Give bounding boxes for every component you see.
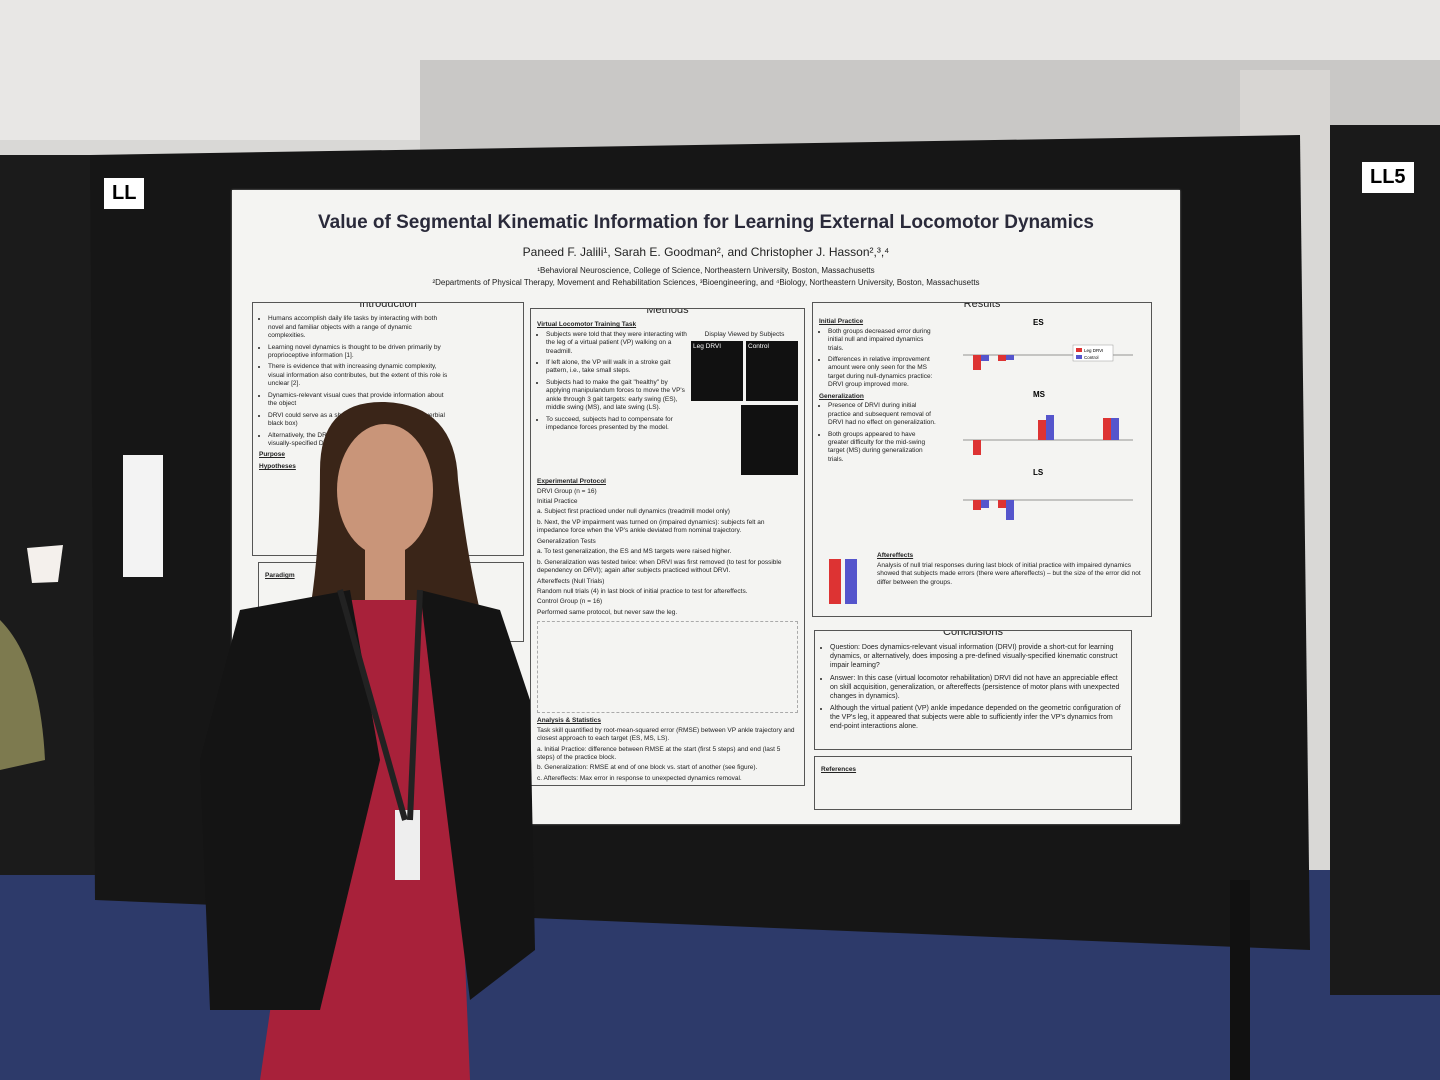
bar bbox=[981, 500, 989, 509]
jacket-right bbox=[420, 590, 535, 1000]
subheading: Purpose bbox=[259, 451, 286, 459]
chart-title: ES bbox=[1033, 318, 1044, 327]
paper-note bbox=[123, 455, 163, 577]
target-panels bbox=[741, 405, 798, 476]
text-line: Aftereffects (Null Trials) bbox=[537, 577, 605, 585]
subheading: References bbox=[821, 766, 857, 773]
text-line: a. Initial Practice: difference between … bbox=[537, 745, 781, 762]
jacket-left bbox=[200, 590, 380, 1010]
bystander bbox=[0, 620, 45, 770]
bar bbox=[1103, 418, 1111, 441]
text-line: Generalization Tests bbox=[537, 537, 596, 545]
chart-title: MS bbox=[1033, 390, 1046, 399]
bullet: Dynamics-relevant visual cues that provi… bbox=[268, 392, 448, 409]
affiliation: ²Departments of Physical Therapy, Moveme… bbox=[432, 278, 980, 287]
section-heading: Conclusions bbox=[939, 631, 1007, 640]
bullet: To succeed, subjects had to compensate f… bbox=[546, 416, 687, 433]
text-line: b. Generalization: RMSE at end of one bl… bbox=[537, 764, 758, 772]
results: Results Initial Practice Both groups dec… bbox=[812, 302, 1152, 617]
bullet: Both groups decreased error during initi… bbox=[828, 328, 937, 353]
legend-label: Leg DRVI bbox=[1084, 348, 1103, 353]
paragraph: Analysis of null trial responses during … bbox=[877, 561, 1141, 586]
text-line: c. Aftereffects: Max error in response t… bbox=[537, 774, 742, 782]
chart-title: LS bbox=[1033, 468, 1044, 477]
right-board bbox=[1330, 125, 1440, 995]
board-leg bbox=[1230, 880, 1250, 1080]
bullet: If left alone, the VP will walk in a str… bbox=[546, 359, 687, 376]
bar bbox=[1006, 500, 1014, 521]
bar bbox=[1006, 355, 1014, 361]
section-heading: Introduction bbox=[355, 303, 421, 312]
booth-label: LL bbox=[104, 178, 145, 209]
bullet: Presence of DRVI during initial practice… bbox=[828, 402, 937, 427]
subheading: Generalization bbox=[819, 392, 864, 400]
bullet: Humans accomplish daily life tasks by in… bbox=[268, 315, 448, 340]
bar bbox=[1111, 418, 1119, 441]
methods: Methods Virtual Locomotor Training Task … bbox=[530, 308, 805, 786]
booth-label: LL5 bbox=[1362, 162, 1414, 193]
bar bbox=[998, 500, 1006, 509]
aftereffects-figure bbox=[829, 559, 857, 605]
poster-authors: Paneed F. Jalili¹, Sarah E. Goodman², an… bbox=[522, 245, 890, 259]
text-line: b. Next, the VP impairment was turned on… bbox=[537, 518, 765, 535]
text-line: Initial Practice bbox=[537, 498, 578, 506]
text-line: Performed same protocol, but never saw t… bbox=[537, 608, 678, 616]
section-heading: Results bbox=[959, 303, 1005, 312]
text-line: b. Generalization was tested twice: when… bbox=[537, 558, 782, 575]
face bbox=[337, 424, 433, 556]
lanyard bbox=[337, 589, 408, 821]
bar bbox=[998, 355, 1006, 362]
text-line: a. Subject first practiced under null dy… bbox=[537, 508, 730, 516]
poster-title: Value of Segmental Kinematic Information… bbox=[318, 212, 1094, 233]
bullet: Subjects were told that they were intera… bbox=[546, 331, 687, 356]
affiliation: ¹Behavioral Neuroscience, College of Sci… bbox=[537, 266, 875, 275]
lanyard bbox=[407, 589, 423, 821]
legend-swatch bbox=[1076, 348, 1082, 353]
bar bbox=[973, 440, 981, 456]
legend-swatch bbox=[1076, 355, 1082, 360]
subheading: Experimental Protocol bbox=[537, 478, 606, 486]
neck bbox=[365, 545, 405, 605]
bar bbox=[973, 355, 981, 371]
bullet: Although the virtual patient (VP) ankle … bbox=[830, 704, 1125, 731]
bullet: Both groups appeared to have greater dif… bbox=[828, 431, 937, 465]
legend bbox=[1072, 345, 1114, 362]
bar bbox=[973, 500, 981, 511]
section-heading: Methods bbox=[642, 309, 693, 318]
bar bbox=[981, 355, 989, 362]
legend-label: Control bbox=[1084, 355, 1099, 360]
protocol-diagram bbox=[537, 621, 798, 714]
cup bbox=[27, 545, 63, 583]
display-panel: Leg DRVI bbox=[691, 341, 743, 402]
subheading: Analysis & Statistics bbox=[537, 717, 601, 725]
text-line: Task skill quantified by root-mean-squar… bbox=[537, 726, 795, 743]
bullet: Learning novel dynamics is thought to be… bbox=[268, 344, 448, 361]
subheading: Hypotheses bbox=[259, 462, 296, 470]
bullet: Differences in relative improvement amou… bbox=[828, 356, 937, 390]
bullet: Subjects had to make the gait "healthy" … bbox=[546, 379, 687, 413]
bar bbox=[1038, 420, 1046, 441]
references: References bbox=[814, 756, 1132, 810]
subheading: Paradigm bbox=[265, 572, 295, 579]
bar bbox=[829, 559, 841, 605]
display-panel: Control bbox=[746, 341, 798, 402]
bullet: Answer: In this case (virtual locomotor … bbox=[830, 674, 1125, 701]
bullet: Question: Does dynamics-relevant visual … bbox=[830, 643, 1125, 670]
text-line: Control Group (n = 16) bbox=[537, 598, 603, 606]
text-line: a. To test generalization, the ES and MS… bbox=[537, 548, 732, 556]
bullet: There is evidence that with increasing d… bbox=[268, 363, 448, 388]
caption: Display Viewed by Subjects bbox=[704, 330, 785, 338]
badge bbox=[395, 810, 420, 880]
conclusions: Conclusions Question: Does dynamics-rele… bbox=[814, 630, 1132, 750]
text-line: Random null trials (4) in last block of … bbox=[537, 587, 748, 595]
subheading: Virtual Locomotor Training Task bbox=[537, 321, 637, 329]
results-figure: ES Leg DRVI Control MS LS bbox=[963, 318, 1133, 521]
bar bbox=[1046, 415, 1054, 441]
subheading: Initial Practice bbox=[819, 318, 864, 326]
bar bbox=[845, 559, 857, 605]
text-line: DRVI Group (n = 16) bbox=[537, 487, 597, 495]
subheading: Aftereffects bbox=[877, 552, 914, 560]
